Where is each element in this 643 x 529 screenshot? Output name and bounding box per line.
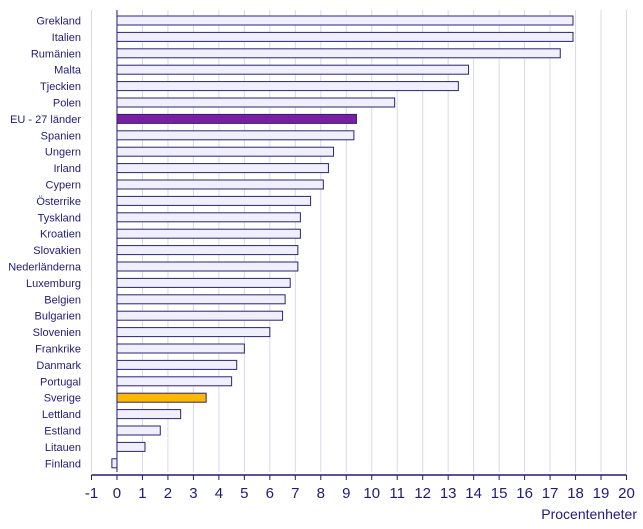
category-label: Rumänien (31, 48, 81, 60)
bar (116, 195, 312, 206)
bar (116, 228, 301, 239)
category-label: Tjeckien (40, 81, 81, 93)
bar (116, 81, 459, 92)
x-tick-label: 7 (291, 485, 299, 502)
category-label: Portugal (40, 376, 81, 388)
bar (116, 64, 470, 75)
category-label: Tyskland (38, 212, 81, 224)
bar (116, 392, 207, 403)
x-tick-label: 12 (414, 485, 431, 502)
category-label: Lettland (42, 409, 81, 421)
category-label: Frankrike (35, 344, 81, 356)
x-tick-label: 10 (363, 485, 380, 502)
bar (116, 425, 161, 436)
bar (116, 359, 238, 370)
bar (116, 310, 284, 321)
x-tick-label: 6 (266, 485, 274, 502)
category-label: Slovakien (33, 245, 81, 257)
x-tick-label: 19 (593, 485, 610, 502)
bar (111, 458, 118, 469)
bar (116, 212, 301, 223)
category-label: Nederländerna (8, 262, 82, 274)
x-tick-labels: -1 0 1 2 3 4 5 6 7 8 9 10 11 12 13 14 15 16 17 18 19 20 (85, 475, 635, 502)
category-labels: Grekland Italien Rumänien Malta Tjeckien Pole… (8, 16, 82, 471)
category-label: Malta (54, 65, 82, 77)
category-label: Polen (53, 98, 81, 110)
x-tick-label: 3 (189, 485, 197, 502)
bar (116, 179, 324, 190)
x-tick-label: 9 (342, 485, 350, 502)
bar (116, 376, 233, 387)
category-label: EU - 27 länder (10, 114, 81, 126)
x-tick-label: 2 (164, 485, 172, 502)
x-tick-label: 18 (567, 485, 584, 502)
category-label: Slovenien (33, 327, 81, 339)
x-tick-label: 17 (542, 485, 559, 502)
x-tick-label: 11 (389, 485, 405, 502)
x-tick-label: 8 (317, 485, 325, 502)
category-label: Finland (45, 458, 81, 470)
category-label: Luxemburg (26, 278, 81, 290)
x-tick-label: 20 (618, 485, 635, 502)
bar (116, 15, 574, 26)
x-tick-label: 16 (516, 485, 533, 502)
category-label: Ungern (45, 147, 81, 159)
bar (116, 343, 245, 354)
bars (111, 15, 574, 469)
x-tick-label: 4 (215, 485, 223, 502)
x-axis-title: Procentenheter (541, 506, 637, 522)
bar (116, 245, 299, 256)
category-label: Danmark (36, 360, 81, 372)
bar (116, 146, 335, 157)
bar (116, 113, 357, 124)
bar (116, 294, 286, 305)
x-tick-label: 14 (465, 485, 482, 502)
bar (116, 277, 291, 288)
category-label: Grekland (36, 16, 81, 28)
category-label: Österrike (36, 196, 81, 208)
category-label: Belgien (44, 294, 81, 306)
bar (116, 409, 182, 420)
category-label: Irland (53, 163, 81, 175)
x-tick-label: 13 (440, 485, 457, 502)
bar (116, 31, 574, 42)
category-label: Kroatien (40, 229, 81, 241)
category-label: Cypern (46, 180, 81, 192)
x-tick-label: 5 (240, 485, 248, 502)
category-label: Estland (44, 426, 81, 438)
x-tick-label: 1 (138, 485, 146, 502)
category-label: Sverige (44, 393, 81, 405)
bar (116, 97, 396, 108)
x-tick-label: 15 (491, 485, 508, 502)
x-tick-label: -1 (85, 485, 98, 502)
bar (116, 327, 271, 338)
category-label: Bulgarien (35, 311, 81, 323)
bar (116, 441, 146, 452)
bar (116, 48, 561, 59)
x-tick-label: 0 (113, 485, 121, 502)
bar (116, 163, 329, 174)
category-label: Spanien (41, 130, 81, 142)
category-label: Litauen (45, 442, 81, 454)
category-label: Italien (52, 32, 81, 44)
bar (116, 261, 299, 272)
bar (116, 130, 355, 141)
